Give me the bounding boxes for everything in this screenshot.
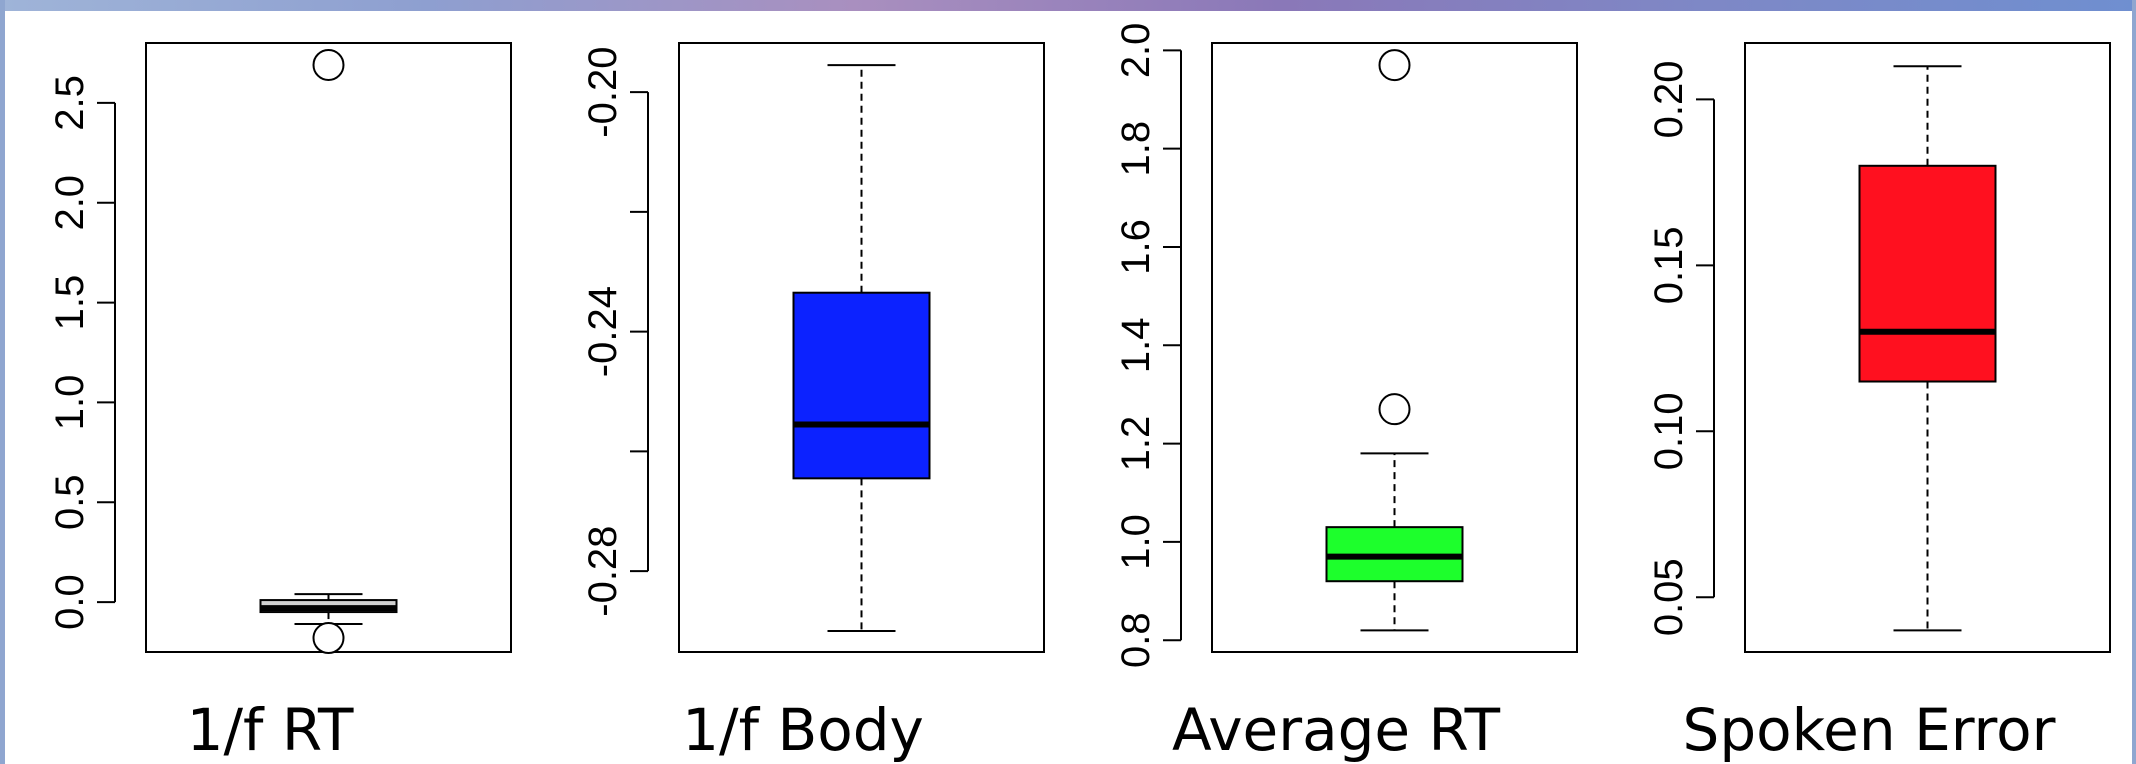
boxplot-1f-rt: 0.0 0.5 1.0 1.5 2.0 2.5 1/f RT [5,11,535,764]
plot-frame [678,42,1045,653]
iqr-box [792,291,931,480]
y-tick-label: 1.0 [1114,514,1158,570]
y-tick-label: 1.2 [1114,416,1158,472]
caption-spoken-error: Spoken Error [1682,696,2056,764]
y-tick-label: 1.5 [48,275,92,331]
y-tick-label: 1.0 [48,375,92,431]
plot-frame [1744,42,2111,653]
iqr-box [1858,164,1997,383]
caption-1f-rt: 1/f RT [186,696,354,764]
slide-left-border [0,0,5,764]
y-tick-label: 1.8 [1114,121,1158,177]
boxplot-spoken-error-svg: 0.05 0.10 0.15 0.20 [1647,42,2111,653]
boxplot-average-rt: 0.8 1.0 1.2 1.4 1.6 1.8 2.0 Average RT [1071,11,1601,764]
y-tick-label: 2.0 [48,175,92,231]
y-tick-label: 0.15 [1647,226,1691,304]
outlier-point [1378,393,1411,426]
slide-right-border [2132,0,2136,764]
y-tick-label: -0.28 [581,526,625,617]
y-tick-label: 0.0 [48,574,92,630]
boxplot-1f-body-svg: -0.20 -0.24 -0.28 [581,42,1045,653]
y-tick-label: -0.24 [581,286,625,377]
boxplot-average-rt-svg: 0.8 1.0 1.2 1.4 1.6 1.8 2.0 [1114,23,1578,668]
y-tick-label: 0.05 [1647,558,1691,636]
y-tick-label: 0.10 [1647,392,1691,470]
slide-top-bar [0,0,2136,11]
y-tick-label: 2.0 [1114,23,1158,79]
boxplot-1f-body: -0.20 -0.24 -0.28 1/f Body [538,11,1068,764]
boxplot-spoken-error: 0.05 0.10 0.15 0.20 Spoken Error [1604,11,2134,764]
caption-1f-body: 1/f Body [682,696,924,764]
caption-average-rt: Average RT [1171,696,1501,764]
y-tick-label: -0.20 [581,47,625,138]
outlier-point [312,48,345,81]
plot-frame [1211,42,1578,653]
y-tick-label: 1.4 [1114,317,1158,373]
boxplot-1f-rt-svg: 0.0 0.5 1.0 1.5 2.0 2.5 [48,42,512,655]
y-tick-label: 1.6 [1114,219,1158,275]
outlier-point [312,622,345,655]
y-tick-label: 2.5 [48,75,92,131]
plot-frame [145,42,512,653]
y-tick-label: 0.8 [1114,612,1158,668]
y-tick-label: 0.20 [1647,60,1691,138]
y-tick-label: 0.5 [48,474,92,530]
outlier-point [1378,49,1411,82]
